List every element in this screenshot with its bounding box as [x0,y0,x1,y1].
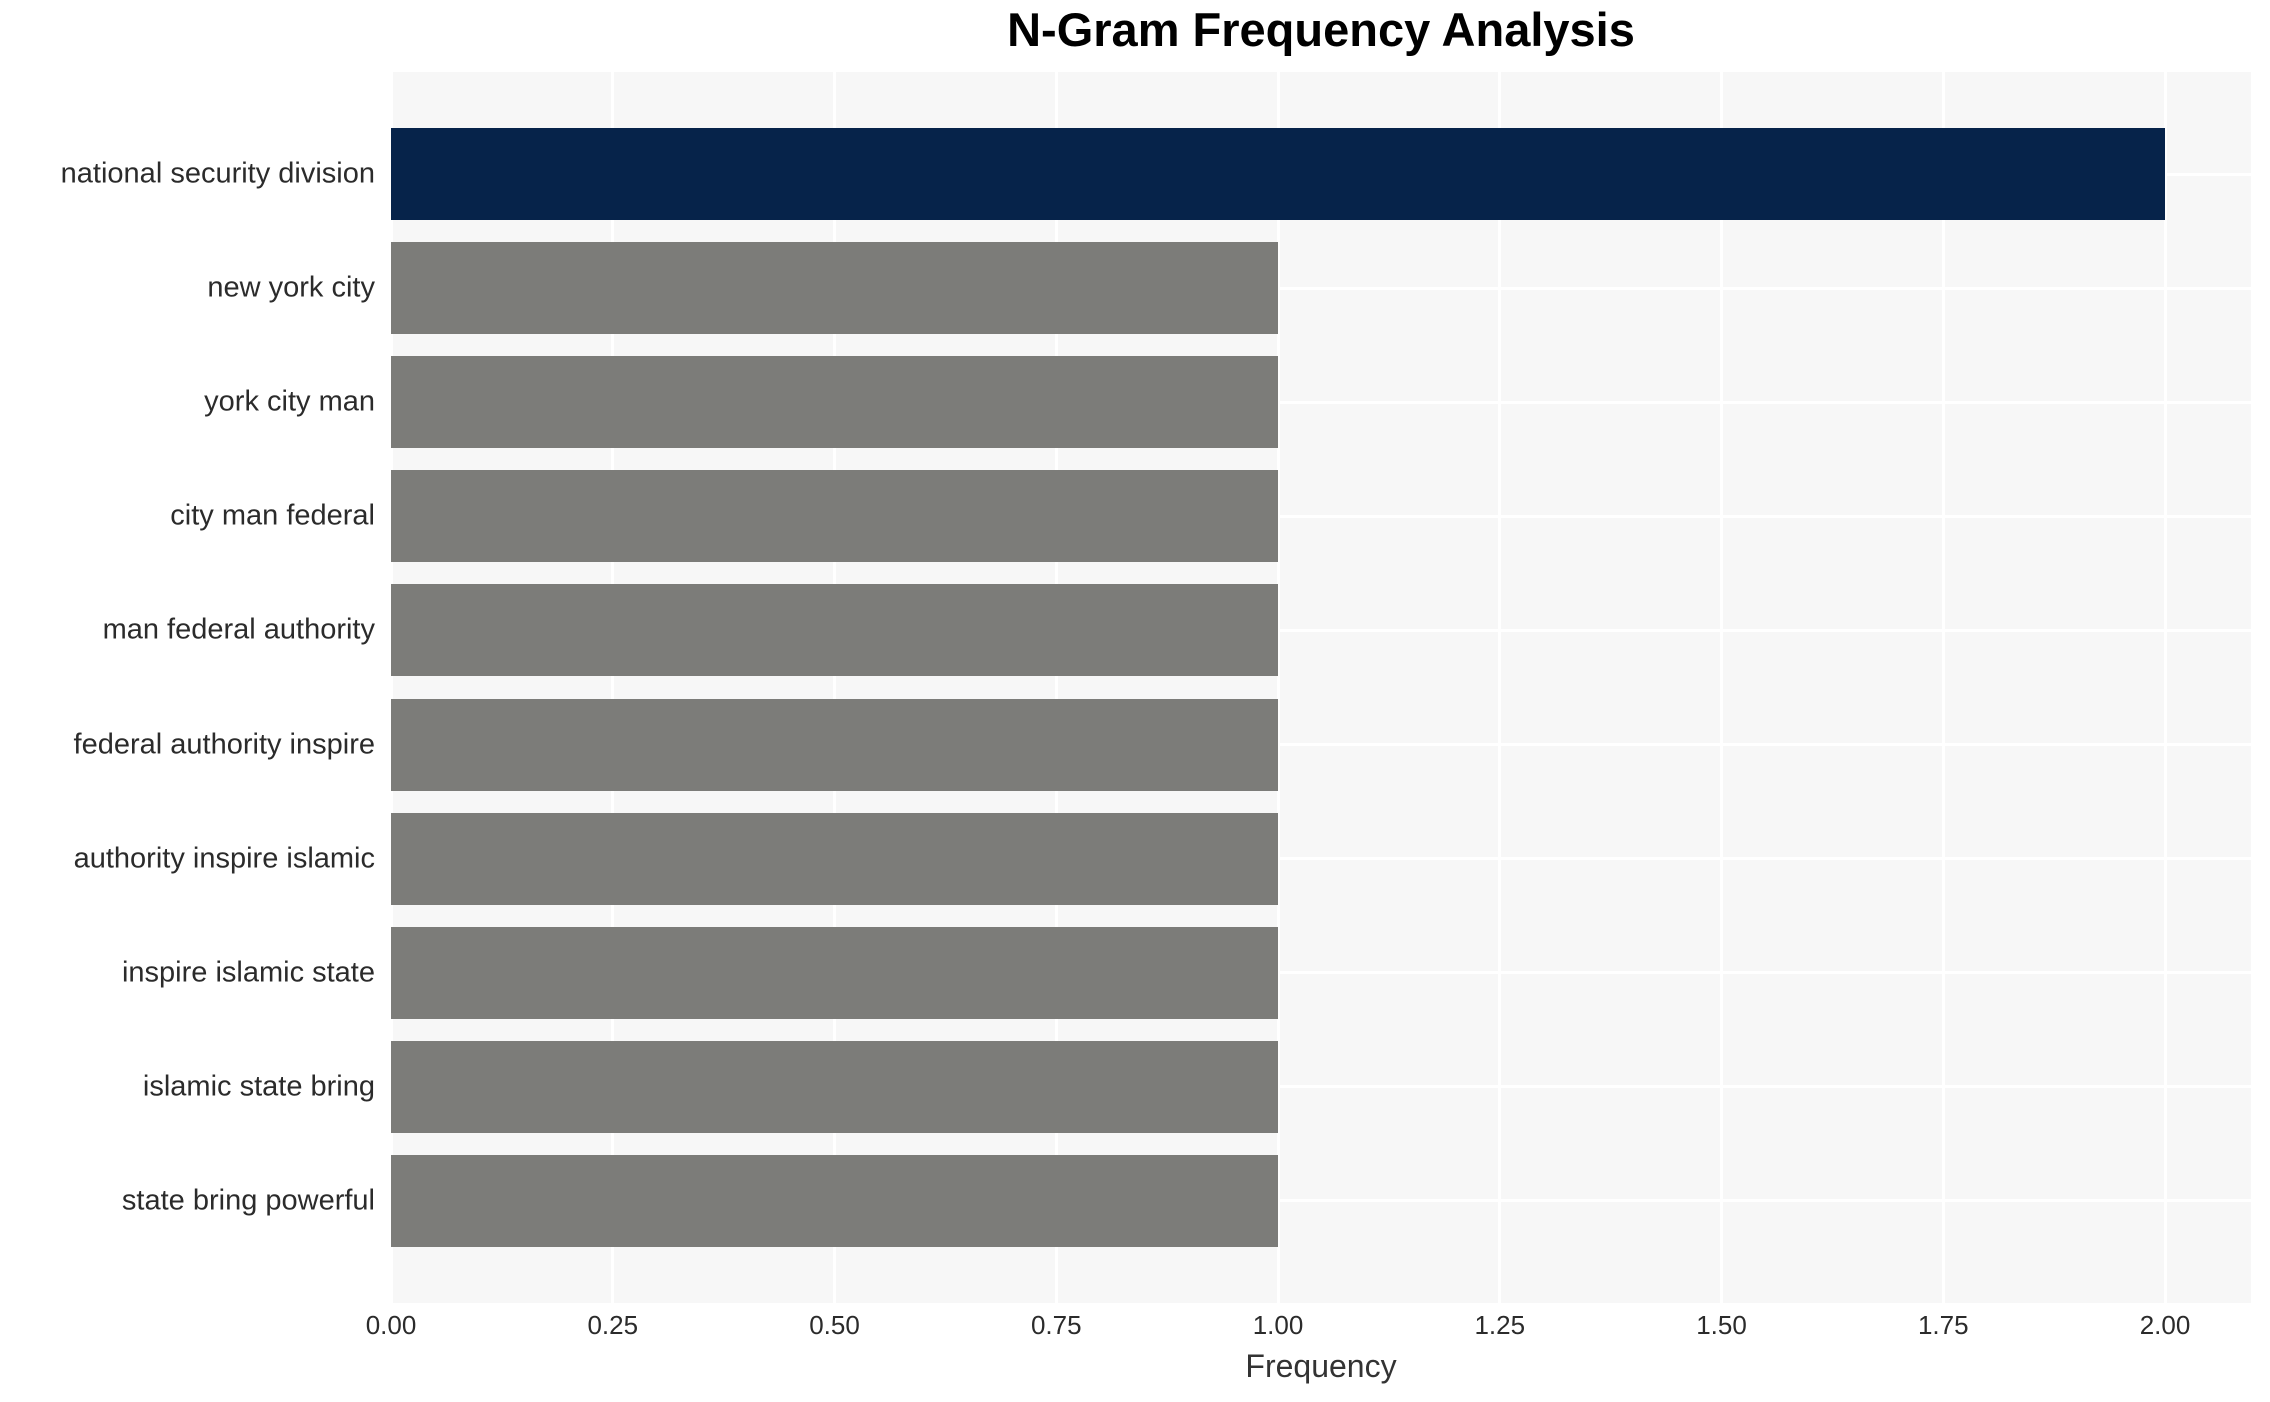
bar [391,128,2165,220]
gridline-vertical [1498,72,1502,1303]
x-tick-label: 1.75 [1917,1310,1969,1340]
category-label: inspire islamic state [121,956,375,989]
x-tick-label: 2.00 [2139,1310,2191,1340]
x-tick-label: 1.00 [1252,1310,1304,1340]
gridline-vertical [1720,72,1723,1303]
bar [391,1154,1278,1247]
category-label: authority inspire islamic [73,842,375,875]
gridline-vertical [611,72,615,1303]
bar [391,584,1278,677]
gridline-horizontal [391,400,2251,404]
chart-title: N-Gram Frequency Analysis [1007,3,1635,56]
x-tick-label: 1.50 [1696,1310,1747,1340]
category-label: york city man [204,385,375,418]
x-tick-label: 0.75 [1030,1310,1082,1340]
gridline-vertical [1276,72,1280,1303]
category-label: state bring powerful [121,1184,375,1217]
gridline-vertical [1941,72,1945,1303]
bar [391,470,1278,563]
bar [391,698,1278,791]
bar [391,1040,1278,1133]
gridline-horizontal [391,628,2251,632]
gridline-horizontal [391,743,2251,746]
x-axis-title: Frequency [1245,1348,1397,1384]
bar [391,356,1278,449]
gridline-horizontal [391,514,2251,518]
gridline-horizontal [391,1085,2251,1089]
gridline-horizontal [391,1199,2251,1203]
plot-area [389,72,2251,1303]
x-tick-label: 1.25 [1474,1310,1526,1340]
gridline-vertical [389,72,393,1303]
gridline-vertical [1054,72,1058,1303]
category-label: city man federal [170,499,375,532]
x-tick-label: 0.00 [365,1310,417,1340]
gridline-horizontal [391,971,2251,975]
gridline-horizontal [391,286,2251,290]
category-label: national security division [60,157,375,190]
x-tick-label: 0.50 [809,1310,860,1340]
gridline-vertical [2163,72,2167,1303]
bar [391,926,1278,1019]
category-label: new york city [207,271,375,304]
gridline-vertical [833,72,836,1303]
bar [391,812,1278,905]
category-label: federal authority inspire [73,728,375,760]
x-tick-label: 0.25 [587,1310,639,1340]
bar [391,242,1278,335]
category-label: man federal authority [102,613,375,646]
category-label: islamic state bring [142,1070,375,1103]
gridline-horizontal [391,857,2251,861]
